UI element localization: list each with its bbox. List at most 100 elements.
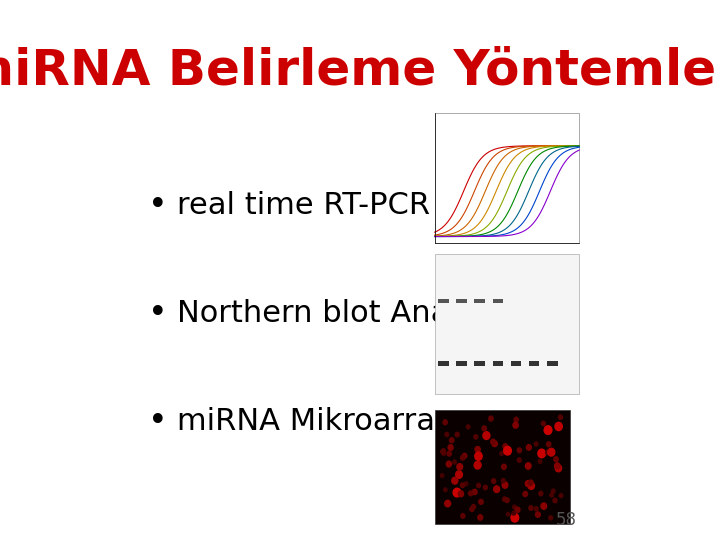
Circle shape [502, 464, 506, 469]
Circle shape [536, 512, 540, 517]
Circle shape [477, 483, 480, 488]
FancyBboxPatch shape [474, 361, 485, 366]
Circle shape [544, 426, 552, 434]
Circle shape [554, 457, 558, 462]
Circle shape [552, 489, 555, 493]
Circle shape [534, 442, 538, 446]
Circle shape [503, 444, 508, 449]
FancyBboxPatch shape [492, 361, 503, 366]
Circle shape [447, 451, 451, 456]
Circle shape [500, 451, 503, 455]
Circle shape [451, 477, 458, 484]
Circle shape [503, 497, 507, 502]
Circle shape [446, 461, 451, 467]
Circle shape [479, 500, 483, 504]
Circle shape [456, 471, 462, 478]
Circle shape [453, 488, 461, 497]
Circle shape [442, 451, 446, 455]
Circle shape [455, 433, 459, 437]
FancyBboxPatch shape [438, 361, 449, 366]
FancyBboxPatch shape [492, 299, 503, 303]
Circle shape [514, 417, 518, 422]
FancyBboxPatch shape [438, 299, 449, 303]
Circle shape [546, 442, 551, 447]
Circle shape [539, 491, 543, 496]
Circle shape [505, 498, 509, 503]
Circle shape [444, 488, 447, 492]
Circle shape [559, 494, 563, 498]
Circle shape [492, 479, 495, 483]
Circle shape [550, 493, 554, 497]
Circle shape [458, 491, 464, 497]
Circle shape [445, 433, 449, 436]
Circle shape [555, 422, 562, 430]
Circle shape [462, 453, 467, 458]
Circle shape [461, 483, 464, 488]
Circle shape [501, 478, 505, 483]
Circle shape [469, 491, 473, 496]
Circle shape [467, 425, 470, 429]
FancyBboxPatch shape [456, 299, 467, 303]
FancyBboxPatch shape [435, 113, 580, 243]
Circle shape [528, 482, 534, 489]
Circle shape [475, 447, 480, 453]
Circle shape [523, 491, 528, 497]
Circle shape [516, 507, 520, 512]
Circle shape [546, 450, 549, 455]
Circle shape [539, 460, 541, 463]
Circle shape [526, 481, 531, 487]
Text: real time RT-PCR Analiz: real time RT-PCR Analiz [177, 191, 531, 220]
Circle shape [517, 448, 521, 453]
Circle shape [541, 503, 546, 509]
FancyBboxPatch shape [510, 361, 521, 366]
FancyBboxPatch shape [456, 361, 467, 366]
Text: •: • [148, 188, 168, 222]
Circle shape [511, 514, 518, 522]
FancyBboxPatch shape [474, 299, 485, 303]
Text: miRNA Mikroarray: miRNA Mikroarray [177, 407, 453, 436]
Circle shape [470, 507, 474, 511]
Circle shape [461, 455, 465, 460]
FancyBboxPatch shape [546, 361, 557, 366]
Circle shape [553, 498, 557, 503]
Circle shape [457, 464, 462, 470]
Circle shape [492, 441, 498, 447]
Circle shape [491, 439, 495, 444]
Circle shape [443, 420, 447, 424]
Text: •: • [148, 404, 168, 438]
Circle shape [441, 474, 444, 477]
Circle shape [555, 464, 562, 472]
Circle shape [548, 448, 555, 456]
Circle shape [478, 515, 482, 520]
Circle shape [549, 516, 552, 520]
Circle shape [461, 514, 465, 518]
Circle shape [449, 438, 454, 443]
Circle shape [541, 421, 545, 426]
Circle shape [526, 463, 531, 469]
Circle shape [472, 504, 475, 509]
Circle shape [512, 511, 516, 515]
Text: miRNA Belirleme Yöntemleri: miRNA Belirleme Yöntemleri [0, 46, 720, 94]
Circle shape [518, 458, 521, 462]
Circle shape [494, 486, 500, 492]
Circle shape [474, 452, 482, 460]
Circle shape [453, 460, 456, 464]
Circle shape [528, 480, 533, 485]
Circle shape [526, 444, 531, 450]
Circle shape [502, 482, 508, 488]
Circle shape [534, 507, 538, 511]
Text: •: • [148, 296, 168, 330]
Circle shape [554, 463, 560, 469]
Circle shape [513, 505, 516, 509]
Circle shape [506, 512, 510, 516]
Circle shape [448, 445, 453, 450]
Circle shape [538, 449, 546, 458]
FancyBboxPatch shape [435, 410, 570, 524]
Circle shape [529, 506, 533, 510]
Text: 58: 58 [556, 511, 577, 529]
Circle shape [513, 422, 518, 428]
Circle shape [559, 415, 562, 420]
FancyBboxPatch shape [435, 254, 580, 394]
Circle shape [472, 489, 477, 495]
Circle shape [445, 500, 451, 507]
